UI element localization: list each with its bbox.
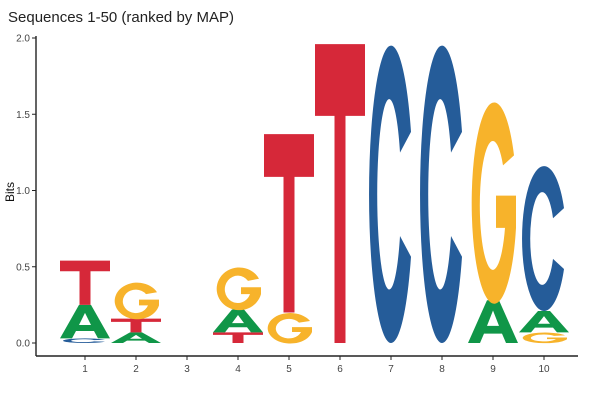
logo-letter-a — [111, 332, 161, 343]
logo-letter-t — [60, 260, 110, 305]
logo-letter-c — [63, 338, 105, 343]
y-ticks: 0.0 0.5 1.0 1.5 2.0 — [16, 34, 36, 350]
x-ticks: 1 2 3 4 5 6 7 8 9 10 — [82, 356, 550, 375]
logo-letter-g — [114, 282, 159, 320]
logo-letter-a — [519, 310, 569, 333]
y-tick-label: 1.0 — [16, 186, 30, 197]
logo-letter-t — [315, 44, 365, 343]
logo-letter-a — [468, 300, 518, 343]
logo-letter-a — [60, 304, 110, 339]
logo-letter-c — [369, 45, 411, 343]
x-tick-label: 1 — [82, 364, 88, 375]
y-tick-label: 2.0 — [16, 34, 30, 45]
x-tick-label: 2 — [133, 364, 139, 375]
logo-letter-a — [213, 309, 263, 333]
logo-letter-g — [267, 313, 312, 344]
y-tick-label: 0.5 — [16, 262, 30, 273]
chart-title: Sequences 1-50 (ranked by MAP) — [8, 9, 234, 26]
logo-letter-t — [111, 318, 161, 333]
x-tick-label: 7 — [388, 364, 394, 375]
logo-letter-g — [522, 332, 567, 344]
y-axis-label: Bits — [3, 182, 17, 202]
x-tick-label: 3 — [184, 364, 190, 375]
x-tick-label: 10 — [538, 364, 550, 375]
logo-letter-t — [264, 134, 314, 313]
x-tick-label: 4 — [235, 364, 241, 375]
y-tick-label: 1.5 — [16, 110, 30, 121]
logo-letter-c — [420, 45, 462, 343]
logo-letter-g — [216, 267, 261, 311]
logo-letters — [60, 44, 569, 344]
x-tick-label: 6 — [337, 364, 343, 375]
x-tick-label: 5 — [286, 364, 292, 375]
logo-letter-t — [213, 332, 263, 343]
logo-letter-g — [471, 102, 516, 304]
logo-letter-c — [522, 166, 564, 311]
x-tick-label: 8 — [439, 364, 445, 375]
x-tick-label: 9 — [490, 364, 496, 375]
y-tick-label: 0.0 — [16, 339, 30, 350]
